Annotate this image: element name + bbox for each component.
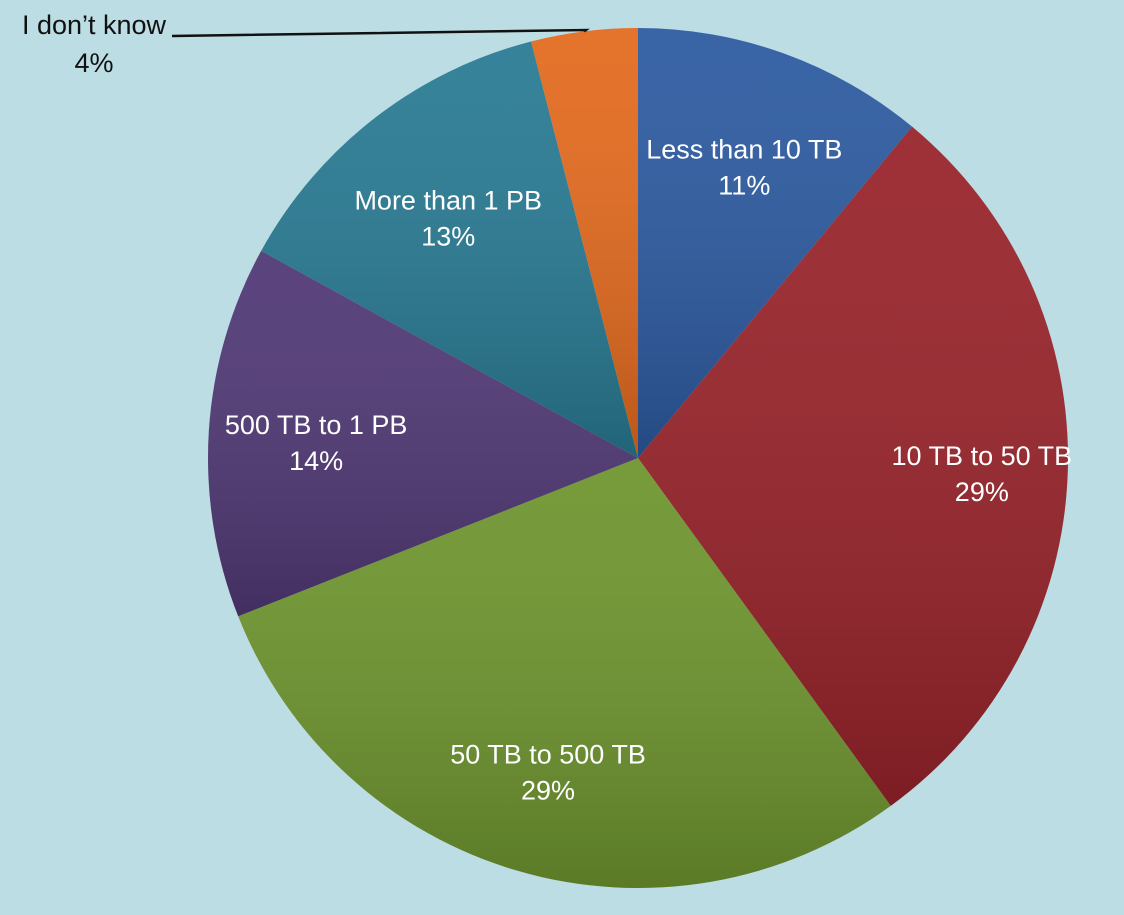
- pie-slice-shade-i-don-t-know: [531, 28, 638, 458]
- pie-slice-shade-500-tb-to-1-pb: [207, 250, 638, 617]
- slice-label-500-tb-to-1-pb: 500 TB to 1 PB: [225, 410, 408, 440]
- callout-line-i-don-t-know: [171, 28, 590, 38]
- pie-slice-shade-less-than-10-tb: [638, 28, 913, 458]
- slice-label-10-tb-to-50-tb: 10 TB to 50 TB: [892, 441, 1073, 471]
- slice-value-50-tb-to-500-tb: 29%: [521, 776, 575, 806]
- slice-label-more-than-1-pb: More than 1 PB: [354, 185, 542, 215]
- slice-label-i-don-t-know: I don’t know: [22, 10, 167, 40]
- slice-value-more-than-1-pb: 13%: [421, 221, 475, 251]
- slice-value-less-than-10-tb: 11%: [718, 171, 770, 201]
- pie-slice-shade-50-tb-to-500-tb: [238, 458, 891, 889]
- pie-slice-shade-10-tb-to-50-tb: [638, 126, 1068, 806]
- slice-label-less-than-10-tb: Less than 10 TB: [646, 135, 842, 165]
- slice-value-500-tb-to-1-pb: 14%: [289, 446, 343, 476]
- slice-value-i-don-t-know: 4%: [74, 48, 113, 78]
- pie-slice-shade-more-than-1-pb: [261, 41, 638, 458]
- slice-value-10-tb-to-50-tb: 29%: [955, 477, 1009, 507]
- slice-label-50-tb-to-500-tb: 50 TB to 500 TB: [450, 740, 646, 770]
